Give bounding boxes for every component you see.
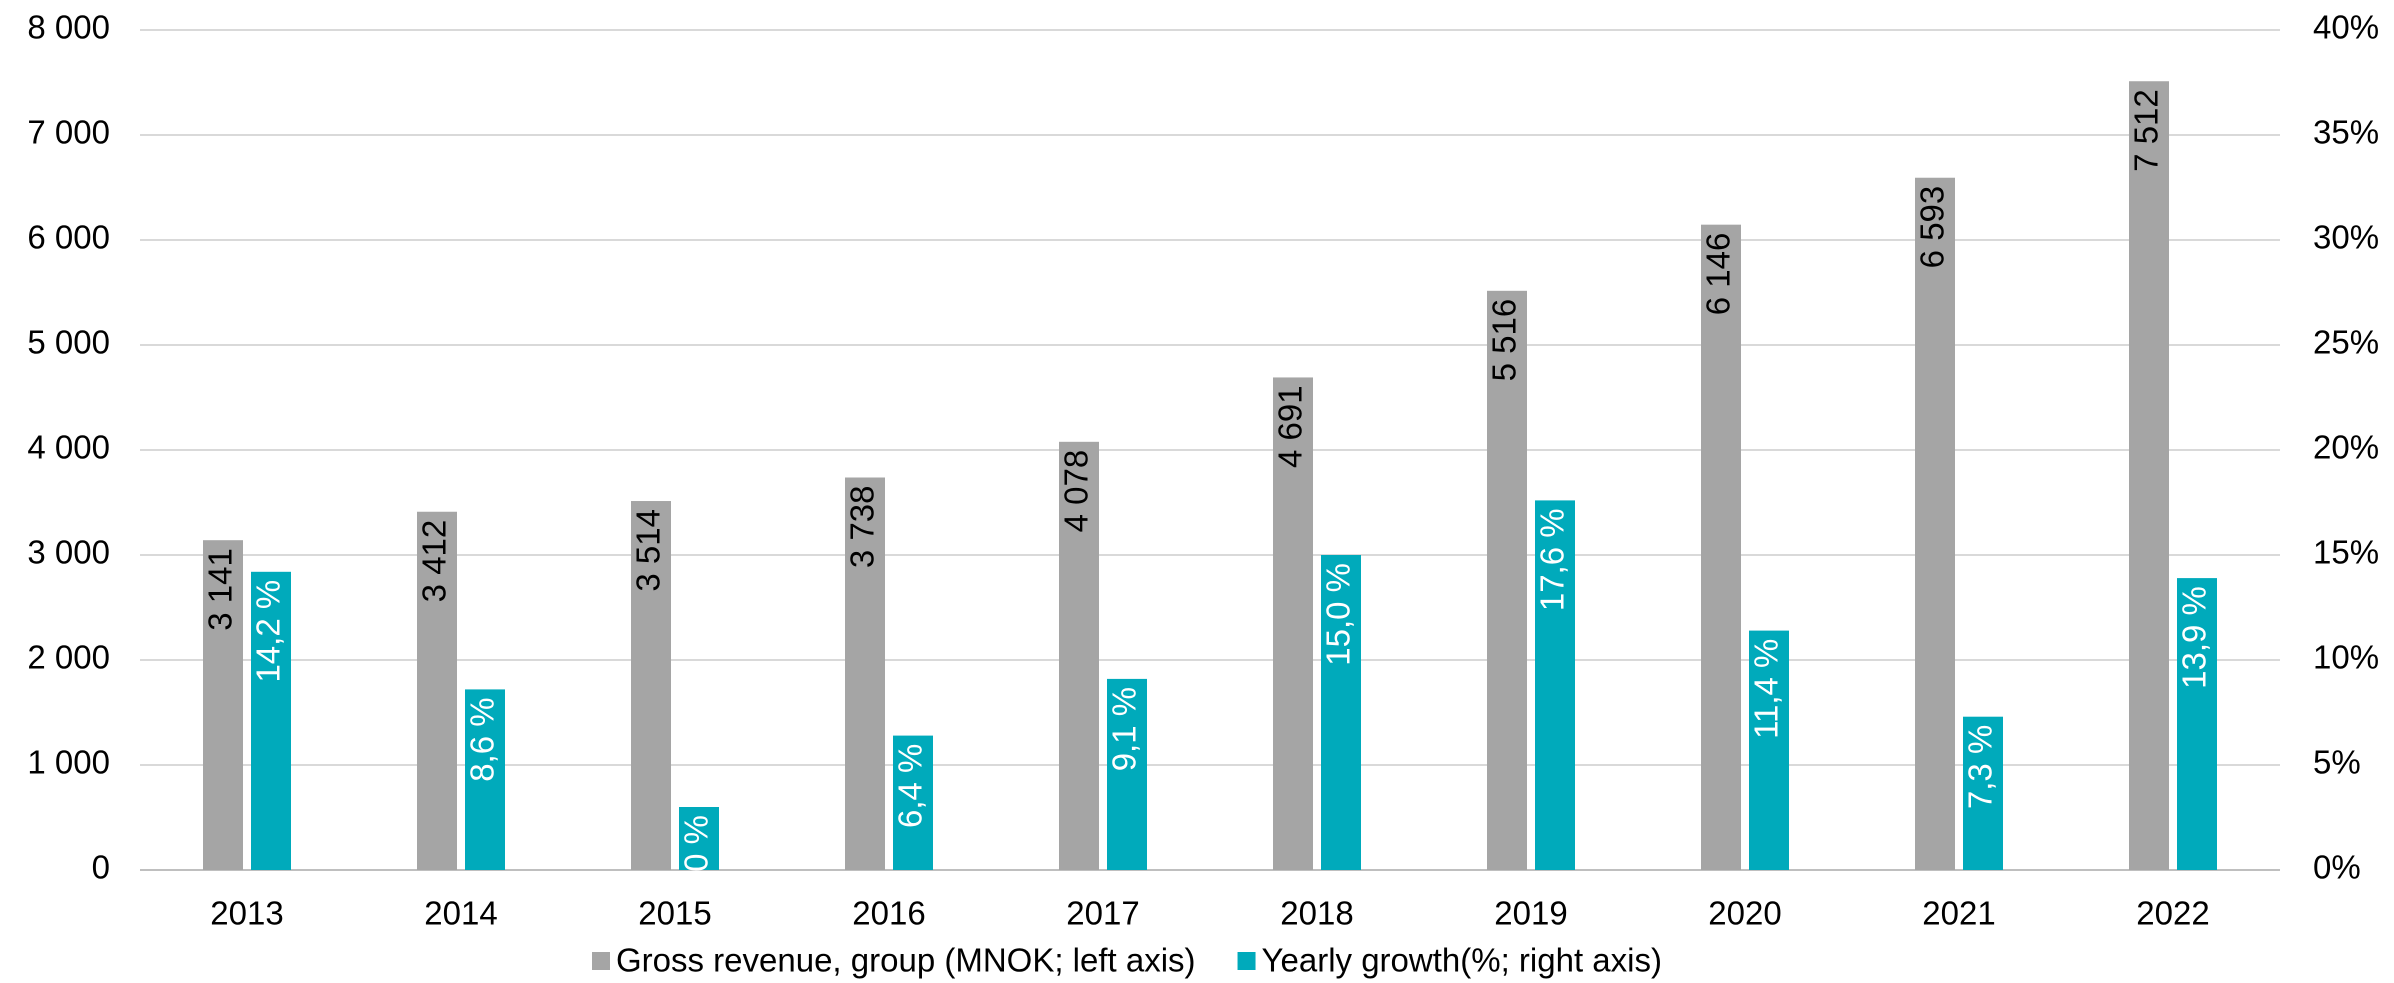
- bar: [1963, 716, 2003, 870]
- bar: [465, 689, 505, 870]
- data-label: 13,9 %: [2176, 586, 2213, 689]
- y-tick-label: 5 000: [27, 324, 110, 361]
- bar: [2129, 81, 2169, 871]
- bar: [1701, 224, 1741, 871]
- data-label: 3 141: [202, 548, 239, 631]
- y2-tick-label: 15%: [2313, 534, 2379, 571]
- y-tick-label: 0: [92, 849, 110, 886]
- y2-tick-label: 35%: [2313, 114, 2379, 151]
- y-tick-label: 3 000: [27, 534, 110, 571]
- x-tick-label: 2020: [1708, 895, 1781, 932]
- bar: [1321, 555, 1361, 870]
- y2-tick-label: 30%: [2313, 219, 2379, 256]
- bar: [203, 540, 243, 870]
- data-label: 14,2 %: [250, 580, 287, 683]
- x-tick-label: 2019: [1494, 895, 1567, 932]
- data-label: 6,4 %: [892, 744, 929, 828]
- bar: [1487, 290, 1527, 870]
- x-tick-label: 2013: [210, 895, 283, 932]
- legend-label: Yearly growth(%; right axis): [1262, 942, 1662, 979]
- x-tick-label: 2016: [852, 895, 925, 932]
- data-label: 15,0 %: [1320, 563, 1357, 666]
- data-label: 8,6 %: [464, 697, 501, 781]
- x-tick-label: 2014: [424, 895, 497, 932]
- y-tick-label: 7 000: [27, 114, 110, 151]
- bar: [417, 511, 457, 870]
- bar: [1749, 630, 1789, 870]
- data-label: 7 512: [2128, 89, 2165, 172]
- bar: [251, 571, 291, 870]
- legend-swatch: [592, 952, 610, 970]
- y-tick-label: 8 000: [27, 9, 110, 46]
- legend-swatch: [1237, 952, 1256, 970]
- bar: [845, 477, 885, 870]
- data-label: 7,3 %: [1962, 725, 1999, 809]
- data-label: 6 593: [1914, 186, 1951, 269]
- bar: [1107, 678, 1147, 870]
- y2-tick-label: 5%: [2313, 744, 2361, 781]
- y-tick-label: 2 000: [27, 639, 110, 676]
- data-label: 17,6 %: [1534, 508, 1571, 611]
- data-label: 3,0 %: [678, 815, 715, 899]
- data-label: 3 738: [844, 486, 881, 569]
- legend-label: Gross revenue, group (MNOK; left axis): [616, 942, 1196, 979]
- x-tick-label: 2022: [2136, 895, 2209, 932]
- x-tick-label: 2021: [1922, 895, 1995, 932]
- bar: [1273, 377, 1313, 870]
- data-label: 9,1 %: [1106, 687, 1143, 771]
- data-label: 4 691: [1272, 385, 1309, 468]
- data-label: 5 516: [1486, 299, 1523, 382]
- data-label: 3 514: [630, 509, 667, 592]
- y2-tick-label: 40%: [2313, 9, 2379, 46]
- y-tick-label: 1 000: [27, 744, 110, 781]
- bar: [1915, 177, 1955, 871]
- bar: [893, 735, 933, 870]
- bar: [631, 501, 671, 870]
- data-label: 3 412: [416, 520, 453, 603]
- y2-tick-label: 0%: [2313, 849, 2361, 886]
- y2-tick-label: 25%: [2313, 324, 2379, 361]
- bar: [679, 807, 719, 870]
- y-tick-label: 6 000: [27, 219, 110, 256]
- data-label: 11,4 %: [1748, 639, 1785, 739]
- x-tick-label: 2015: [638, 895, 711, 932]
- data-label: 6 146: [1700, 233, 1737, 316]
- y2-tick-label: 10%: [2313, 639, 2379, 676]
- data-label: 4 078: [1058, 450, 1095, 533]
- x-tick-label: 2018: [1280, 895, 1353, 932]
- bar: [1535, 500, 1575, 870]
- bar: [2177, 578, 2217, 870]
- y2-tick-label: 20%: [2313, 429, 2379, 466]
- x-tick-label: 2017: [1066, 895, 1139, 932]
- y-tick-label: 4 000: [27, 429, 110, 466]
- bar: [1059, 441, 1099, 870]
